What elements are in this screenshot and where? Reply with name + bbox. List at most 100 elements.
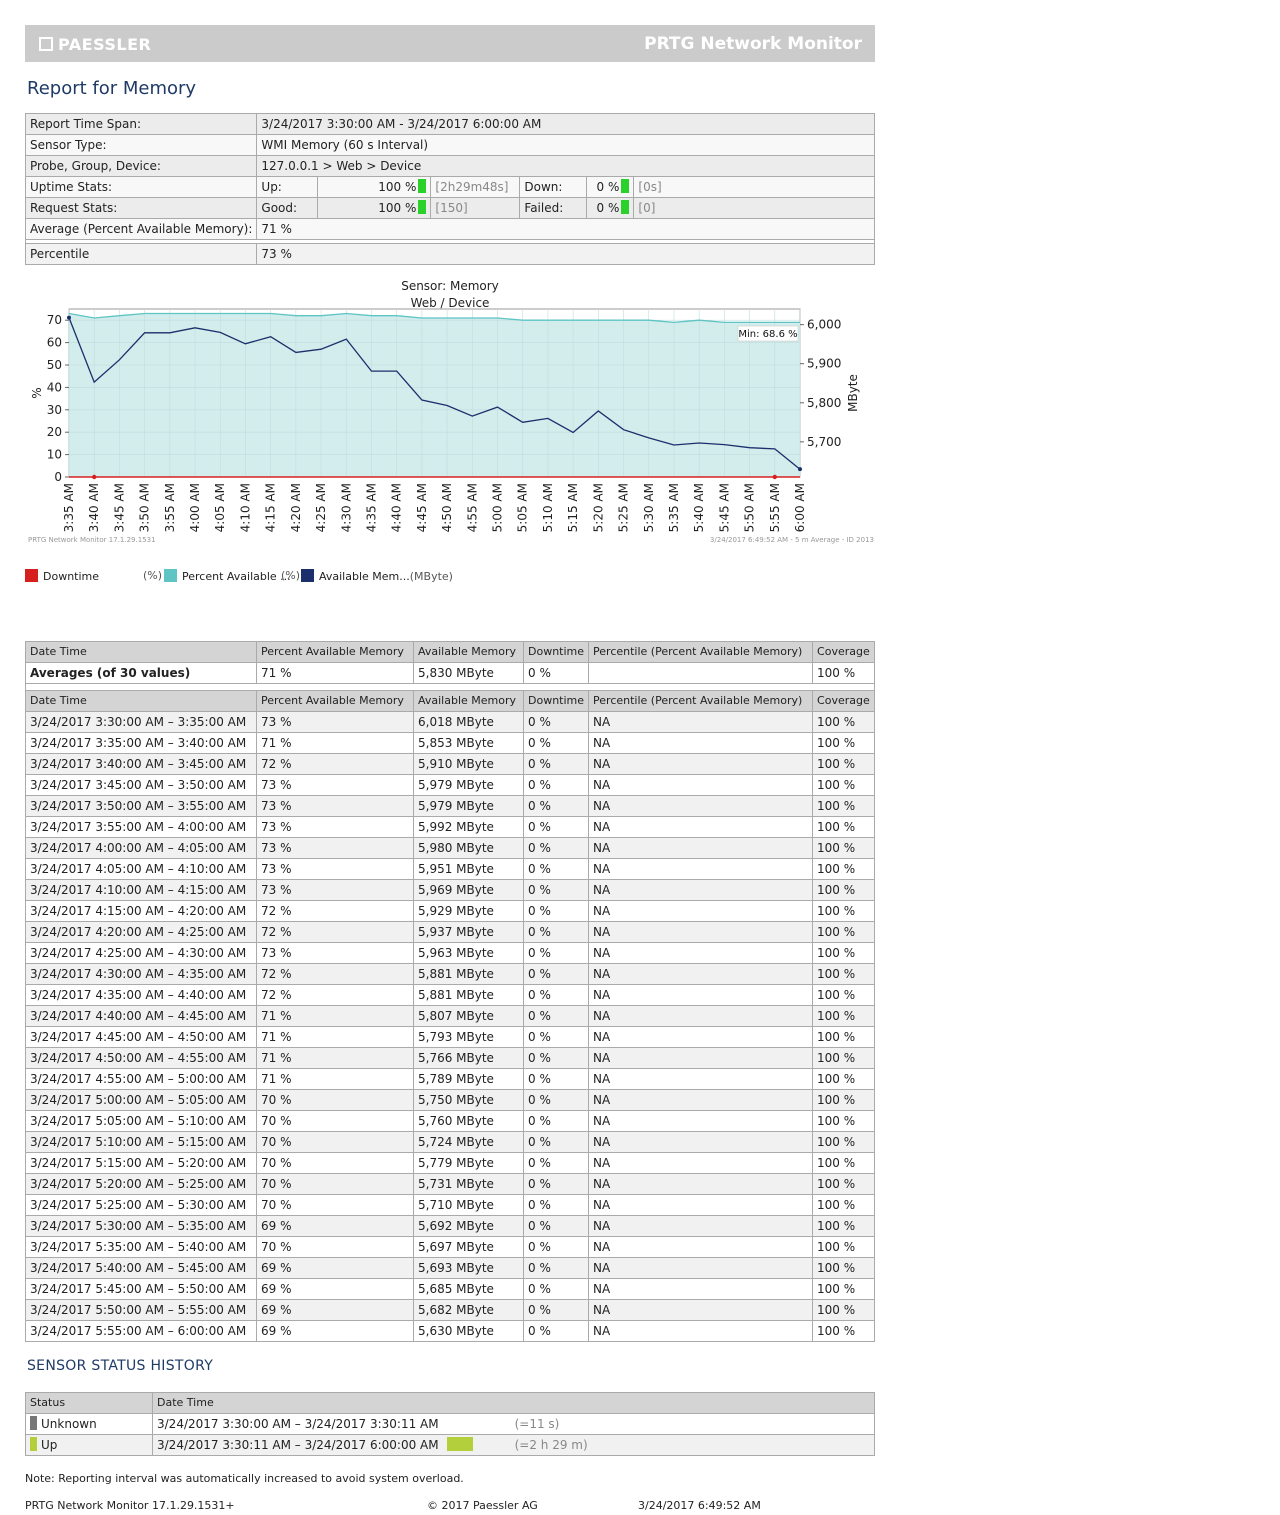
cell-downtime: 0 %: [522, 1320, 590, 1342]
table-row: 3/24/2017 5:00:00 AM – 5:05:00 AM 70 % 5,7…: [25, 1089, 875, 1111]
cell-percent: 73 %: [256, 837, 414, 859]
cell-coverage: 100 %: [812, 1152, 875, 1174]
x-tick-label: 3:40 AM: [87, 483, 101, 532]
cell-available: 5,793 MByte: [413, 1026, 524, 1048]
table-row: 3/24/2017 5:55:00 AM – 6:00:00 AM 69 % 5,6…: [25, 1320, 875, 1342]
x-tick-label: 4:45 AM: [415, 483, 429, 532]
chart-footer-left: PRTG Network Monitor 17.1.29.1531: [28, 536, 156, 544]
average-value: 71 %: [256, 218, 875, 240]
cell-coverage: 100 %: [812, 1215, 875, 1237]
x-tick-label: 4:40 AM: [390, 483, 404, 532]
cell-percent: 69 %: [256, 1299, 414, 1321]
cell-downtime: 0 %: [522, 837, 590, 859]
cell-downtime: 0 %: [522, 1194, 590, 1216]
table-row: 3/24/2017 4:45:00 AM – 4:50:00 AM 71 % 5,7…: [25, 1026, 875, 1048]
cell-datetime: 3/24/2017 4:55:00 AM – 5:00:00 AM: [25, 1068, 257, 1090]
table-row: 3/24/2017 4:10:00 AM – 4:15:00 AM 73 % 5,9…: [25, 879, 875, 901]
cell-datetime: 3/24/2017 4:15:00 AM – 4:20:00 AM: [25, 900, 257, 922]
y-left-tick-label: 50: [47, 358, 62, 372]
col-header-percent: Percent Available Memory: [256, 641, 414, 663]
cell-downtime: 0 %: [522, 1068, 590, 1090]
x-tick-label: 5:45 AM: [717, 483, 731, 532]
table-row: 3/24/2017 4:20:00 AM – 4:25:00 AM 72 % 5,9…: [25, 921, 875, 943]
status-history-table: Status Date Time Unknown 3/24/2017 3:30:…: [25, 1392, 875, 1456]
cell-available: 5,807 MByte: [413, 1005, 524, 1027]
time-span-value: 3/24/2017 3:30:00 AM - 3/24/2017 6:00:00…: [256, 113, 875, 135]
y-right-axis-label: MByte: [846, 374, 860, 412]
sensor-type-value: WMI Memory (60 s Interval): [256, 134, 875, 156]
cell-coverage: 100 %: [812, 942, 875, 964]
cell-percent: 73 %: [256, 879, 414, 901]
col-header-percent: Percent Available Memory: [256, 690, 414, 712]
report-banner: PAESSLER PRTG Network Monitor: [25, 25, 875, 62]
x-tick-label: 4:25 AM: [314, 483, 328, 532]
down-label: Down:: [519, 176, 588, 198]
cell-percent: 73 %: [256, 795, 414, 817]
cell-percentile: NA: [588, 1026, 814, 1048]
table-row: 3/24/2017 3:40:00 AM – 3:45:00 AM 72 % 5,9…: [25, 753, 875, 775]
cell-percentile: NA: [588, 1047, 814, 1069]
cell-datetime: 3/24/2017 5:00:00 AM – 5:05:00 AM: [25, 1089, 257, 1111]
good-bar-icon: [418, 200, 427, 214]
cell-percent: 73 %: [256, 858, 414, 880]
cell-percentile: NA: [588, 1005, 814, 1027]
cell-available: 5,697 MByte: [413, 1236, 524, 1258]
cell-coverage: 100 %: [812, 1089, 875, 1111]
cell-downtime: 0 %: [522, 900, 590, 922]
table-row: 3/24/2017 4:40:00 AM – 4:45:00 AM 71 % 5,8…: [25, 1005, 875, 1027]
legend-unit-downtime: (%): [143, 569, 163, 582]
cell-datetime: 3/24/2017 5:55:00 AM – 6:00:00 AM: [25, 1320, 257, 1342]
table-row: 3/24/2017 3:55:00 AM – 4:00:00 AM 73 % 5,9…: [25, 816, 875, 838]
cell-coverage: 100 %: [812, 837, 875, 859]
table-row: 3/24/2017 5:40:00 AM – 5:45:00 AM 69 % 5,6…: [25, 1257, 875, 1279]
cell-percent: 71 %: [256, 1047, 414, 1069]
cell-available: 5,937 MByte: [413, 921, 524, 943]
cell-coverage: 100 %: [812, 1026, 875, 1048]
cell-percentile: NA: [588, 1299, 814, 1321]
status-history-title: SENSOR STATUS HISTORY: [27, 1358, 214, 1374]
failed-percent: 0 %: [586, 197, 635, 219]
cell-available: 5,766 MByte: [413, 1047, 524, 1069]
y-left-axis-label: %: [30, 387, 44, 398]
status-duration: (=11 s): [510, 1413, 875, 1435]
cell-datetime: 3/24/2017 5:35:00 AM – 5:40:00 AM: [25, 1236, 257, 1258]
series-line-available-memory: [68, 317, 801, 470]
cell-percent: 70 %: [256, 1089, 414, 1111]
cell-coverage: 100 %: [812, 921, 875, 943]
good-count: [150]: [430, 197, 521, 219]
cell-percentile: NA: [588, 837, 814, 859]
col-header-datetime: Date Time: [25, 690, 257, 712]
cell-percent: 69 %: [256, 1215, 414, 1237]
table-header-row: Date Time Percent Available Memory Avail…: [25, 641, 875, 663]
cell-coverage: 100 %: [812, 1257, 875, 1279]
x-tick-label: 4:20 AM: [289, 483, 303, 532]
percentile-value: 73 %: [256, 243, 875, 265]
time-span-label: Report Time Span:: [24, 113, 258, 135]
good-percent-value: 100 %: [378, 201, 417, 215]
down-bar-icon: [621, 179, 630, 193]
cell-percent: 73 %: [256, 774, 414, 796]
cell-available: 5,724 MByte: [413, 1131, 524, 1153]
cell-coverage: 100 %: [812, 1110, 875, 1132]
paessler-logo-icon: [39, 37, 53, 51]
table-row: 3/24/2017 5:50:00 AM – 5:55:00 AM 69 % 5,6…: [25, 1299, 875, 1321]
cell-downtime: 0 %: [522, 879, 590, 901]
cell-coverage: 100 %: [812, 879, 875, 901]
cell-datetime: 3/24/2017 4:45:00 AM – 4:50:00 AM: [25, 1026, 257, 1048]
cell-downtime: 0 %: [522, 1026, 590, 1048]
cell-datetime: 3/24/2017 5:50:00 AM – 5:55:00 AM: [25, 1299, 257, 1321]
table-row: 3/24/2017 4:25:00 AM – 4:30:00 AM 73 % 5,9…: [25, 942, 875, 964]
memory-chart-svg: Sensor: Memory Web / Device 0 10 20 30 40 50 60 7…: [28, 279, 874, 544]
x-tick-label: 6:00 AM: [793, 483, 807, 532]
legend-unit-percent-available: (%): [281, 569, 301, 582]
request-label: Request Stats:: [24, 197, 258, 219]
x-tick-label: 5:50 AM: [743, 483, 757, 532]
table-row: 3/24/2017 5:35:00 AM – 5:40:00 AM 70 % 5,6…: [25, 1236, 875, 1258]
table-row: 3/24/2017 5:25:00 AM – 5:30:00 AM 70 % 5,7…: [25, 1194, 875, 1216]
cell-coverage: 100 %: [812, 774, 875, 796]
down-time: [0s]: [633, 176, 875, 198]
cell-percentile: NA: [588, 753, 814, 775]
table-row: 3/24/2017 5:10:00 AM – 5:15:00 AM 70 % 5,7…: [25, 1131, 875, 1153]
legend-label-downtime: Downtime: [43, 570, 100, 583]
table-row: 3/24/2017 5:05:00 AM – 5:10:00 AM 70 % 5,7…: [25, 1110, 875, 1132]
